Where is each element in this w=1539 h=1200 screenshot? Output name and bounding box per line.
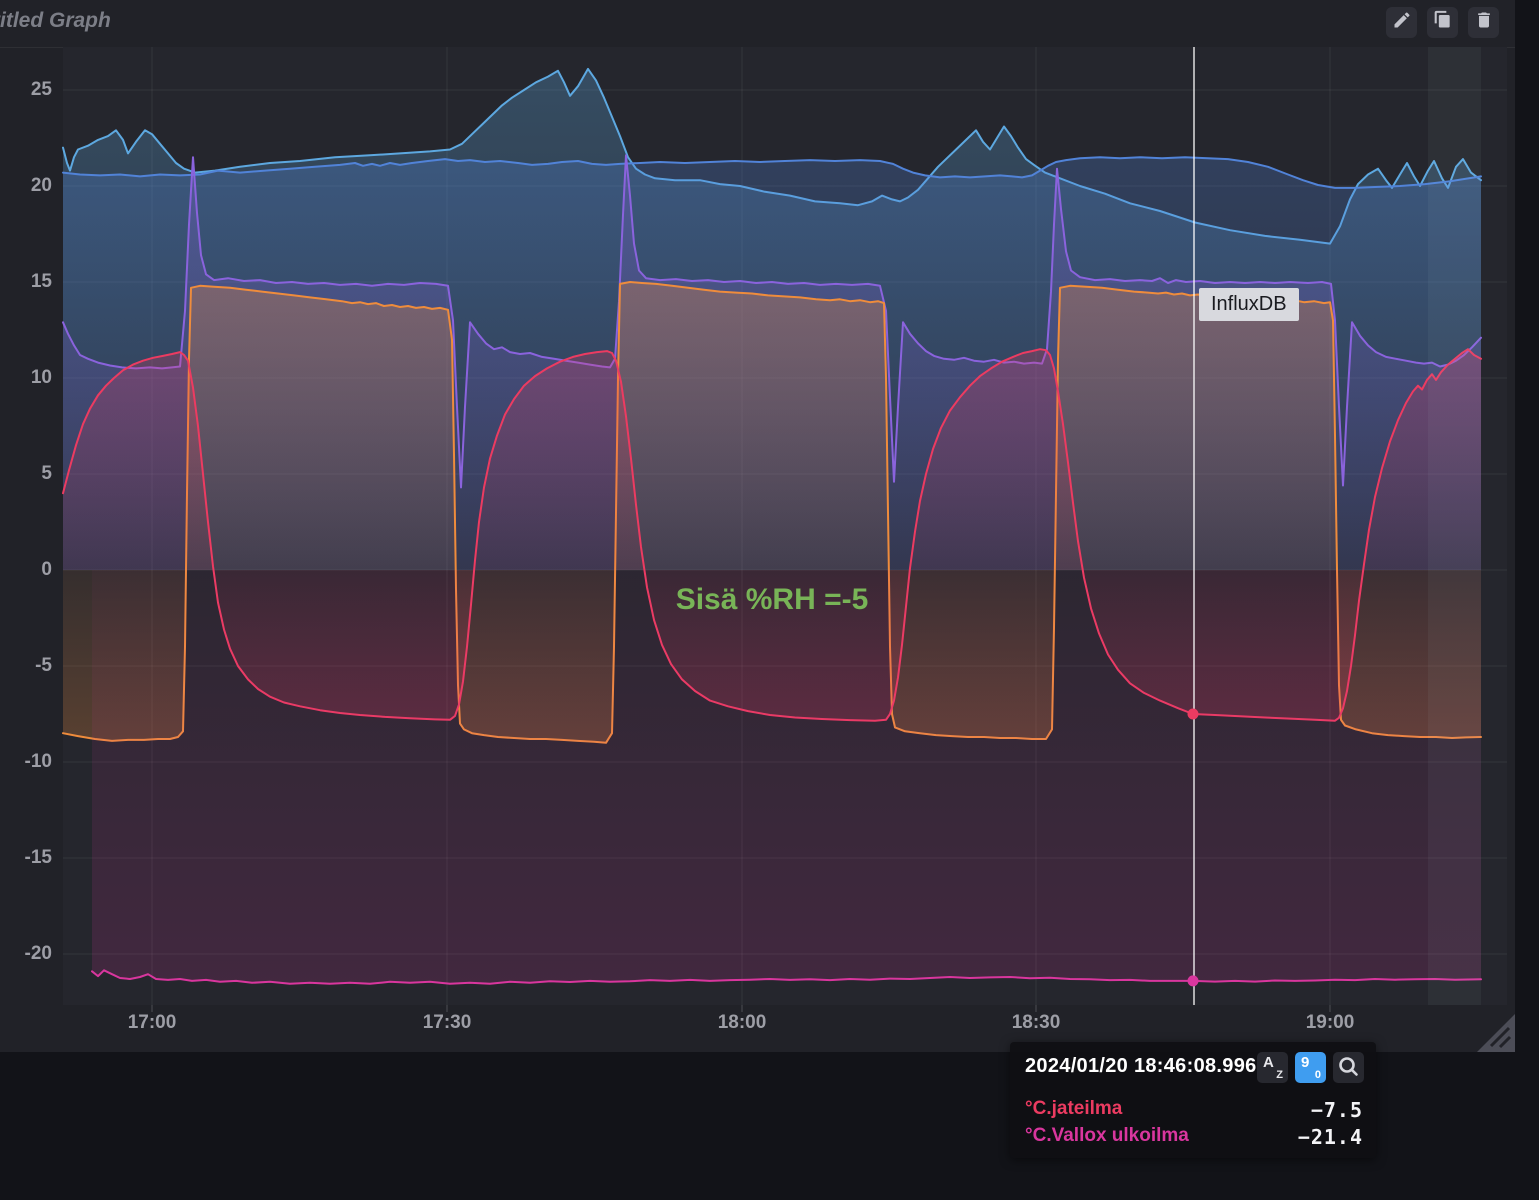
- panel-title: titled Graph: [0, 9, 111, 33]
- y-axis-label: -5: [2, 655, 52, 677]
- x-axis-label: 17:00: [112, 1012, 192, 1034]
- tooltip-sort-buttons: A Z 9 0: [1257, 1052, 1364, 1083]
- x-axis-label: 17:30: [407, 1012, 487, 1034]
- y-axis-label: 15: [2, 271, 52, 293]
- edit-button[interactable]: [1386, 7, 1417, 38]
- y-axis-label: 5: [2, 463, 52, 485]
- sort-alphabetical-button[interactable]: A Z: [1257, 1052, 1288, 1083]
- panel-header: titled Graph: [0, 0, 1515, 48]
- y-axis-label: 25: [2, 79, 52, 101]
- y-axis-label: 20: [2, 175, 52, 197]
- delete-button[interactable]: [1468, 7, 1499, 38]
- highlight-dot: [1188, 709, 1199, 720]
- trash-icon: [1474, 10, 1494, 35]
- search-button[interactable]: [1333, 1052, 1364, 1083]
- tooltip-series-label: °C.Vallox ulkoilma: [1025, 1125, 1189, 1147]
- pencil-icon: [1392, 10, 1412, 35]
- y-axis-label: 0: [2, 559, 52, 581]
- x-axis-label: 18:00: [702, 1012, 782, 1034]
- x-axis-label: 18:30: [996, 1012, 1076, 1034]
- crosshair-datasource-label: InfluxDB: [1199, 288, 1299, 321]
- series-fill-s5: [92, 570, 1481, 984]
- tooltip-series-label: °C.jateilma: [1025, 1098, 1122, 1120]
- graph-panel: titled Graph Sisä %RH =-5 InfluxDB: [0, 0, 1515, 1052]
- sort-numeric-button[interactable]: 9 0: [1295, 1052, 1326, 1083]
- series-tooltip: 2024/01/20 18:46:08.996 A Z 9 0 °C.jatei…: [1010, 1042, 1376, 1158]
- panel-resize-handle[interactable]: [1477, 1014, 1515, 1052]
- tooltip-timestamp: 2024/01/20 18:46:08.996: [1025, 1055, 1257, 1078]
- page: { "panel": { "title": "titled Graph", "a…: [0, 0, 1539, 1200]
- x-axis-label: 19:00: [1290, 1012, 1370, 1034]
- chart-annotation: Sisä %RH =-5: [662, 583, 882, 617]
- sort-alpha-icon: A: [1263, 1054, 1274, 1071]
- tooltip-series-value: −21.4: [1298, 1125, 1363, 1149]
- duplicate-button[interactable]: [1427, 7, 1458, 38]
- sort-numeric-icon: 9: [1301, 1054, 1309, 1071]
- panel-actions: [1386, 7, 1499, 38]
- right-edge-highlight: [1428, 47, 1481, 1005]
- y-axis-label: 10: [2, 367, 52, 389]
- tooltip-row: °C.Vallox ulkoilma −21.4: [1025, 1125, 1363, 1149]
- copy-icon: [1433, 10, 1453, 35]
- highlight-dot: [1188, 975, 1199, 986]
- tooltip-row: °C.jateilma −7.5: [1025, 1098, 1363, 1122]
- time-series-chart[interactable]: [0, 47, 1515, 1052]
- y-axis-label: -10: [2, 751, 52, 773]
- tooltip-series-value: −7.5: [1311, 1098, 1363, 1122]
- y-axis-label: -15: [2, 847, 52, 869]
- y-axis-label: -20: [2, 943, 52, 965]
